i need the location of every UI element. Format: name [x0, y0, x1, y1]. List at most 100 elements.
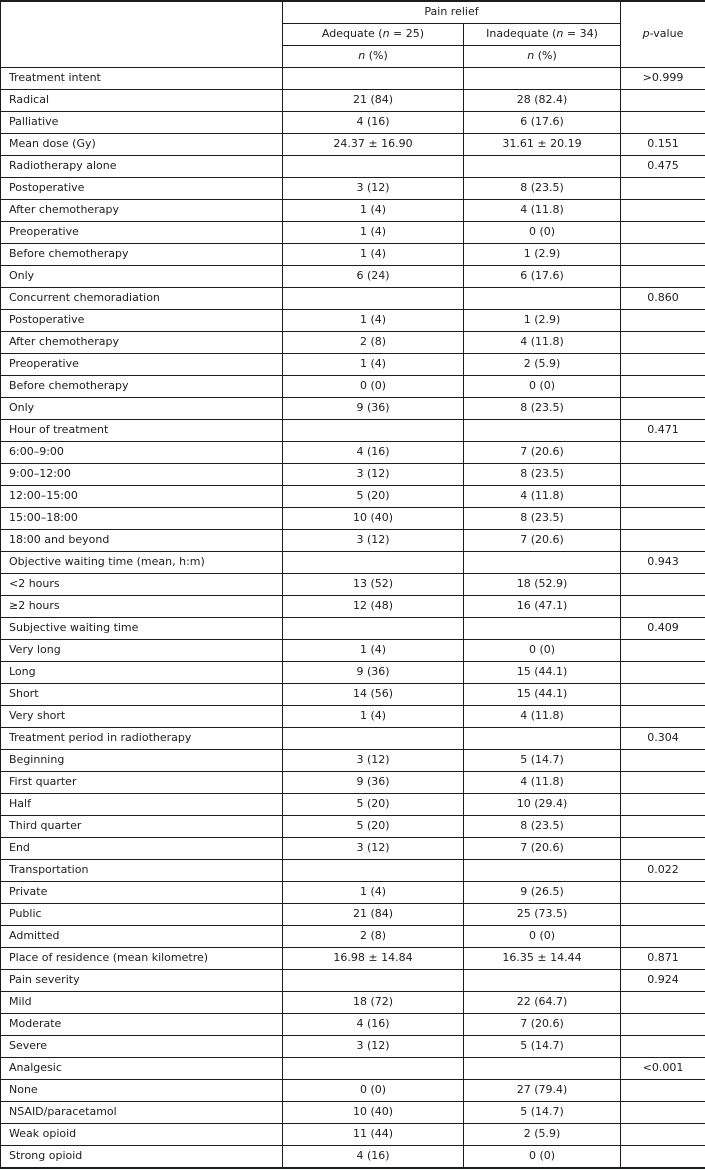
inadequate-value-cell: 0 (0)	[463, 639, 621, 662]
inadequate-value-cell: 4 (11.8)	[463, 331, 621, 354]
adequate-value-cell	[282, 727, 464, 750]
header-pain-relief: Pain relief	[282, 0, 621, 24]
pvalue-cell	[620, 177, 705, 200]
table-header: Pain relief p-value Adequate (n = 25) In…	[0, 0, 705, 68]
inadequate-value-cell: 8 (23.5)	[463, 507, 621, 530]
inadequate-value-cell: 7 (20.6)	[463, 529, 621, 552]
pvalue-cell	[620, 793, 705, 816]
adequate-value-cell: 9 (36)	[282, 397, 464, 420]
inadequate-value-cell: 0 (0)	[463, 925, 621, 948]
n-pct-suffix: (%)	[365, 49, 388, 63]
inadequate-value-cell: 4 (11.8)	[463, 705, 621, 728]
n-italic: n	[382, 27, 390, 41]
pvalue-cell: 0.022	[620, 859, 705, 882]
pvalue-cell	[620, 529, 705, 552]
inadequate-value-cell: 10 (29.4)	[463, 793, 621, 816]
inadequate-value-cell: 15 (44.1)	[463, 683, 621, 706]
adequate-value-cell: 1 (4)	[282, 309, 464, 332]
adequate-value-cell: 10 (40)	[282, 1101, 464, 1124]
table-row: Treatment period in radiotherapy 0.304	[0, 727, 705, 750]
pvalue-cell	[620, 353, 705, 376]
inadequate-value-cell: 16.35 ± 14.44	[463, 947, 621, 970]
row-label-cell: Very short	[0, 705, 283, 728]
row-label-cell: Treatment period in radiotherapy	[0, 727, 283, 750]
row-label-cell: Third quarter	[0, 815, 283, 838]
table-row: Beginning 3 (12) 5 (14.7)	[0, 749, 705, 772]
table-row: Radiotherapy alone 0.475	[0, 155, 705, 178]
adequate-value-cell	[282, 419, 464, 442]
table-row: Preoperative 1 (4) 0 (0)	[0, 221, 705, 244]
adequate-value-cell: 6 (24)	[282, 265, 464, 288]
pvalue-cell	[620, 89, 705, 112]
row-label-cell: Short	[0, 683, 283, 706]
pvalue-cell	[620, 903, 705, 926]
pvalue-cell: 0.871	[620, 947, 705, 970]
inadequate-value-cell: 18 (52.9)	[463, 573, 621, 596]
table-row: Private 1 (4) 9 (26.5)	[0, 881, 705, 904]
adequate-value-cell: 0 (0)	[282, 1079, 464, 1102]
table-row: Mean dose (Gy) 24.37 ± 16.90 31.61 ± 20.19…	[0, 133, 705, 156]
table-row: None 0 (0) 27 (79.4)	[0, 1079, 705, 1102]
pvalue-cell: >0.999	[620, 67, 705, 90]
row-label-cell: Public	[0, 903, 283, 926]
table-row: Subjective waiting time 0.409	[0, 617, 705, 640]
row-label-cell: Radiotherapy alone	[0, 155, 283, 178]
adequate-value-cell: 1 (4)	[282, 639, 464, 662]
inadequate-value-cell: 7 (20.6)	[463, 837, 621, 860]
header-row-subgroups: Adequate (n = 25) Inadequate (n = 34)	[1, 23, 705, 46]
adequate-value-cell: 5 (20)	[282, 815, 464, 838]
pvalue-cell	[620, 463, 705, 486]
pain-relief-group-label: Pain relief	[424, 5, 479, 19]
inadequate-value-cell	[463, 859, 621, 882]
adequate-value-cell: 1 (4)	[282, 881, 464, 904]
inadequate-value-cell: 4 (11.8)	[463, 771, 621, 794]
table-row: Moderate 4 (16) 7 (20.6)	[0, 1013, 705, 1036]
inadequate-value-cell: 7 (20.6)	[463, 1013, 621, 1036]
row-label-cell: Moderate	[0, 1013, 283, 1036]
pvalue-cell	[620, 441, 705, 464]
pvalue-cell: 0.151	[620, 133, 705, 156]
row-label-cell: Hour of treatment	[0, 419, 283, 442]
adequate-value-cell: 14 (56)	[282, 683, 464, 706]
row-label-cell: None	[0, 1079, 283, 1102]
table-body: Treatment intent >0.999 Radical 21 (84) 28 (…	[0, 67, 705, 1169]
table-row: Transportation 0.022	[0, 859, 705, 882]
adequate-value-cell: 1 (4)	[282, 705, 464, 728]
pvalue-cell: 0.409	[620, 617, 705, 640]
inadequate-value-cell: 2 (5.9)	[463, 1123, 621, 1146]
row-label-cell: 18:00 and beyond	[0, 529, 283, 552]
adequate-value-cell: 5 (20)	[282, 485, 464, 508]
adequate-value-cell: 1 (4)	[282, 221, 464, 244]
adequate-value-cell: 5 (20)	[282, 793, 464, 816]
adequate-value-cell: 9 (36)	[282, 661, 464, 684]
row-label-cell: Concurrent chemoradiation	[0, 287, 283, 310]
adequate-value-cell	[282, 617, 464, 640]
row-label-cell: 12:00–15:00	[0, 485, 283, 508]
pvalue-cell	[620, 683, 705, 706]
table-row: Weak opioid 11 (44) 2 (5.9)	[0, 1123, 705, 1146]
header-adequate: Adequate (n = 25)	[282, 23, 464, 46]
pvalue-cell	[620, 1145, 705, 1169]
pvalue-cell	[620, 199, 705, 222]
adequate-value-cell	[282, 969, 464, 992]
inadequate-value-cell	[463, 67, 621, 90]
inadequate-value-cell: 2 (5.9)	[463, 353, 621, 376]
inadequate-value-cell: 4 (11.8)	[463, 485, 621, 508]
adequate-value-cell	[282, 1057, 464, 1080]
inadequate-value-cell: 8 (23.5)	[463, 177, 621, 200]
row-label-cell: Preoperative	[0, 221, 283, 244]
inadequate-value-cell: 9 (26.5)	[463, 881, 621, 904]
table-row: Preoperative 1 (4) 2 (5.9)	[0, 353, 705, 376]
n-italic: n	[527, 49, 535, 63]
pvalue-cell	[620, 485, 705, 508]
adequate-value-cell: 0 (0)	[282, 375, 464, 398]
table-row: 9:00–12:00 3 (12) 8 (23.5)	[0, 463, 705, 486]
inadequate-value-cell: 22 (64.7)	[463, 991, 621, 1014]
pvalue-cell	[620, 837, 705, 860]
adequate-value-cell: 21 (84)	[282, 903, 464, 926]
n-pct-suffix: (%)	[534, 49, 557, 63]
row-label-cell: Strong opioid	[0, 1145, 283, 1169]
adequate-value-cell	[282, 155, 464, 178]
header-inadequate: Inadequate (n = 34)	[463, 23, 621, 46]
inadequate-value-cell	[463, 287, 621, 310]
